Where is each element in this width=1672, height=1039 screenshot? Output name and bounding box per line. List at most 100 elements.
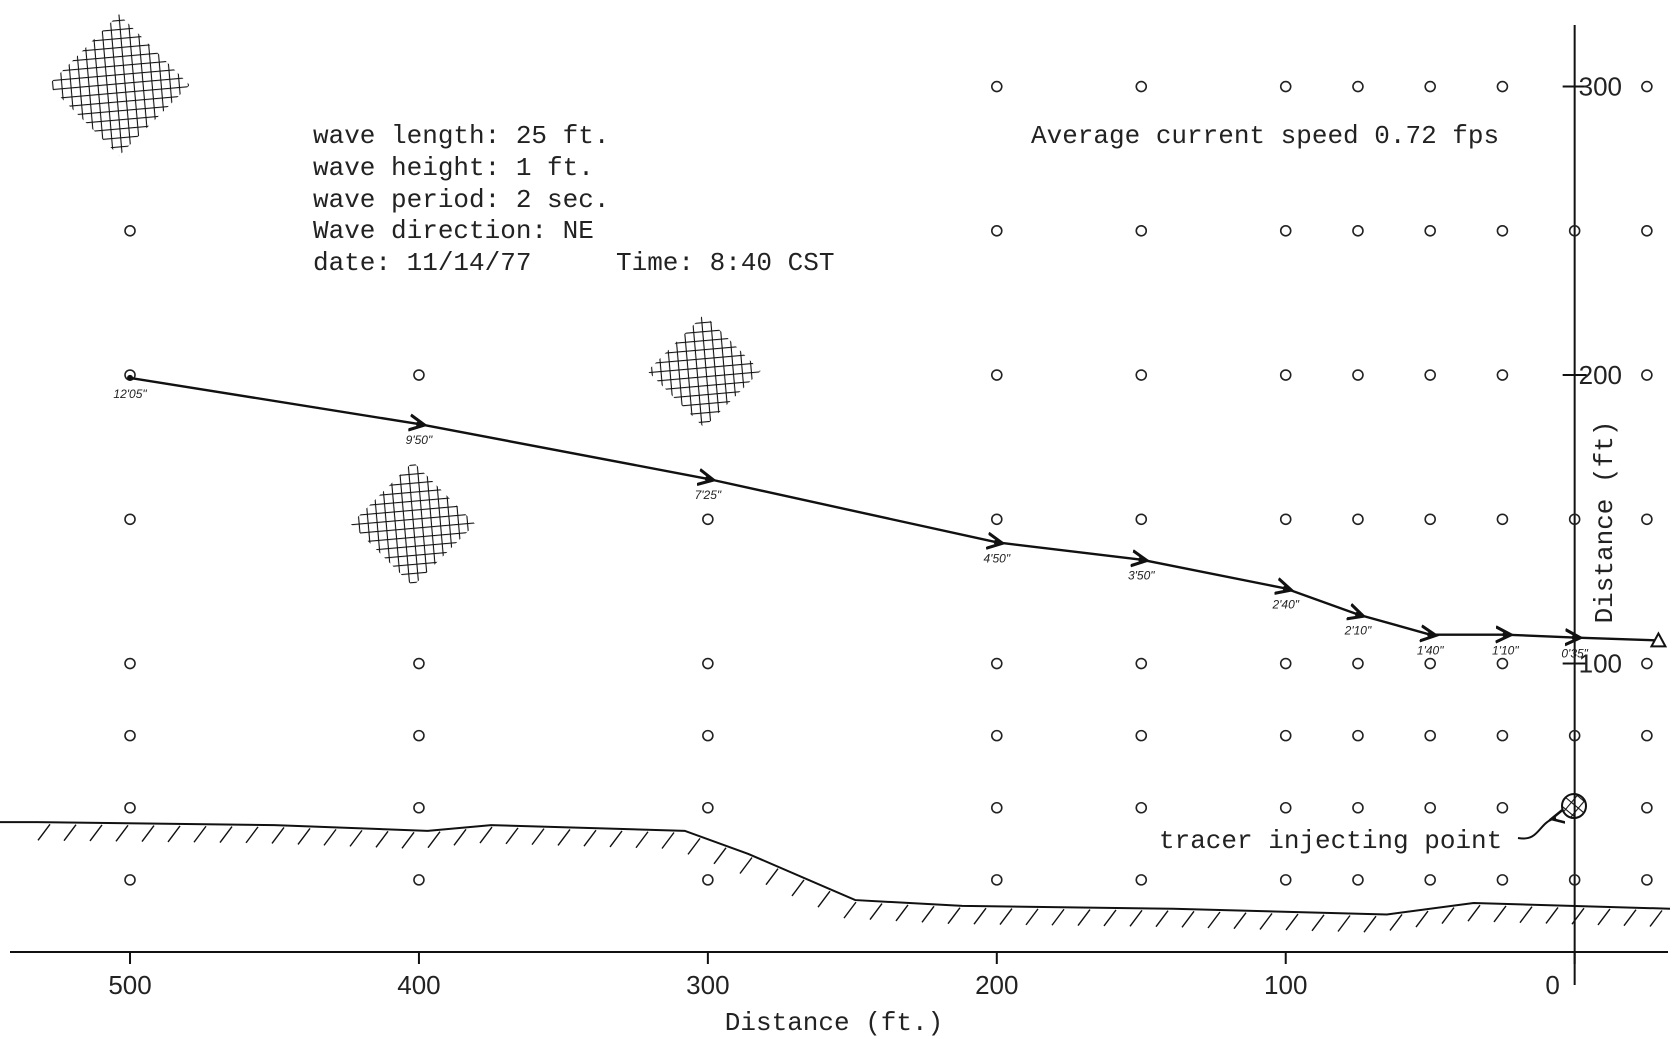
path-point — [1354, 611, 1361, 618]
hatch-stroke — [531, 828, 545, 846]
station — [1641, 874, 1653, 886]
station — [990, 657, 1003, 670]
hatch-stroke — [167, 825, 181, 843]
station — [1424, 801, 1436, 814]
patch — [647, 314, 761, 428]
hatch-stroke — [1571, 907, 1585, 925]
path-point — [1138, 556, 1145, 563]
station — [1496, 729, 1509, 742]
station — [1279, 513, 1292, 526]
hatch-stroke — [999, 908, 1013, 925]
station — [1496, 513, 1509, 526]
station — [1424, 729, 1436, 742]
station — [1352, 801, 1364, 814]
station — [990, 80, 1003, 93]
hatch-stroke — [947, 907, 961, 925]
hatch-stroke — [323, 828, 337, 846]
hatch-stroke — [375, 830, 389, 848]
station — [1641, 513, 1653, 526]
subtitle: Average current speed 0.72 fps — [1031, 121, 1499, 151]
hatch-stroke — [609, 830, 623, 848]
station — [1424, 657, 1436, 670]
station — [702, 657, 714, 670]
station — [1135, 729, 1148, 742]
hatch-stroke — [1415, 910, 1429, 928]
time-label: 1'10" — [1492, 644, 1519, 658]
station — [1496, 657, 1509, 670]
hatch-stroke — [1467, 904, 1481, 922]
hatch-stroke — [1077, 909, 1091, 927]
hatch-stroke — [687, 837, 701, 855]
pointer-arrow — [1517, 818, 1556, 840]
time-label: 4'50" — [984, 551, 1011, 565]
hatch-stroke — [1285, 913, 1299, 931]
station — [702, 874, 714, 886]
station — [1641, 801, 1653, 814]
release-triangle — [1649, 631, 1668, 648]
x-tick-label: 200 — [975, 970, 1018, 1000]
station — [1135, 657, 1148, 670]
path-point — [415, 421, 422, 428]
time-label: 1'40" — [1417, 644, 1444, 658]
station — [1352, 80, 1364, 93]
time-label: 9'50" — [406, 433, 433, 447]
hatch-stroke — [1155, 910, 1169, 928]
hatch-stroke — [1025, 908, 1039, 926]
station — [1641, 224, 1653, 237]
x-tick-label: 400 — [397, 970, 440, 1000]
x-tick-label: 500 — [108, 970, 151, 1000]
station — [1496, 80, 1509, 93]
station — [702, 513, 714, 526]
hatch-stroke — [1519, 906, 1533, 924]
hatch-stroke — [921, 905, 935, 923]
x-tick-label: 100 — [1264, 970, 1307, 1000]
time-label: 3'50" — [1128, 569, 1155, 583]
annotation: wave height: 1 ft. — [313, 153, 594, 183]
station — [1641, 729, 1653, 742]
hatch-stroke — [349, 829, 363, 847]
hatch-stroke — [1233, 912, 1247, 930]
station — [413, 729, 425, 742]
station — [1352, 224, 1364, 237]
annotations: wave length: 25 ft. wave height: 1 ft. w… — [313, 121, 1620, 1038]
station — [413, 874, 425, 886]
station — [1279, 874, 1292, 886]
station — [124, 874, 136, 886]
x-tick-label: 300 — [686, 970, 729, 1000]
station — [413, 657, 425, 670]
hatch-stroke — [1363, 915, 1377, 933]
station — [1279, 369, 1292, 381]
hatch-stroke — [1337, 915, 1351, 932]
y-tick-label: 300 — [1579, 72, 1622, 102]
station — [124, 657, 136, 670]
station — [1568, 224, 1581, 237]
y-tick-label: 200 — [1579, 360, 1622, 390]
hatch-stroke — [1103, 909, 1117, 927]
y-tick-label: 100 — [1579, 649, 1622, 679]
hatch-stroke — [1597, 908, 1611, 926]
time-label: 2'40" — [1271, 598, 1299, 612]
hatch-stroke — [1545, 907, 1559, 924]
hatch-stroke — [661, 832, 675, 849]
time-label: 12'05" — [113, 387, 147, 401]
station — [1135, 369, 1148, 381]
station — [702, 729, 714, 742]
hatch-stroke — [453, 828, 467, 846]
station — [1352, 874, 1364, 886]
station — [990, 369, 1003, 381]
station — [990, 729, 1003, 742]
hatch-stroke — [635, 831, 649, 849]
annotation: wave length: 25 ft. — [313, 121, 609, 151]
station — [990, 801, 1003, 814]
hatch-stroke — [401, 831, 415, 849]
station — [124, 513, 136, 526]
station — [990, 513, 1003, 526]
hatch-stroke — [1259, 912, 1273, 930]
station — [1279, 657, 1292, 670]
station — [1279, 729, 1292, 742]
station — [1424, 224, 1436, 237]
hatch-stroke — [973, 907, 987, 925]
hatch-stroke — [1311, 914, 1325, 932]
station — [1279, 801, 1292, 814]
hatch-stroke — [479, 826, 493, 844]
